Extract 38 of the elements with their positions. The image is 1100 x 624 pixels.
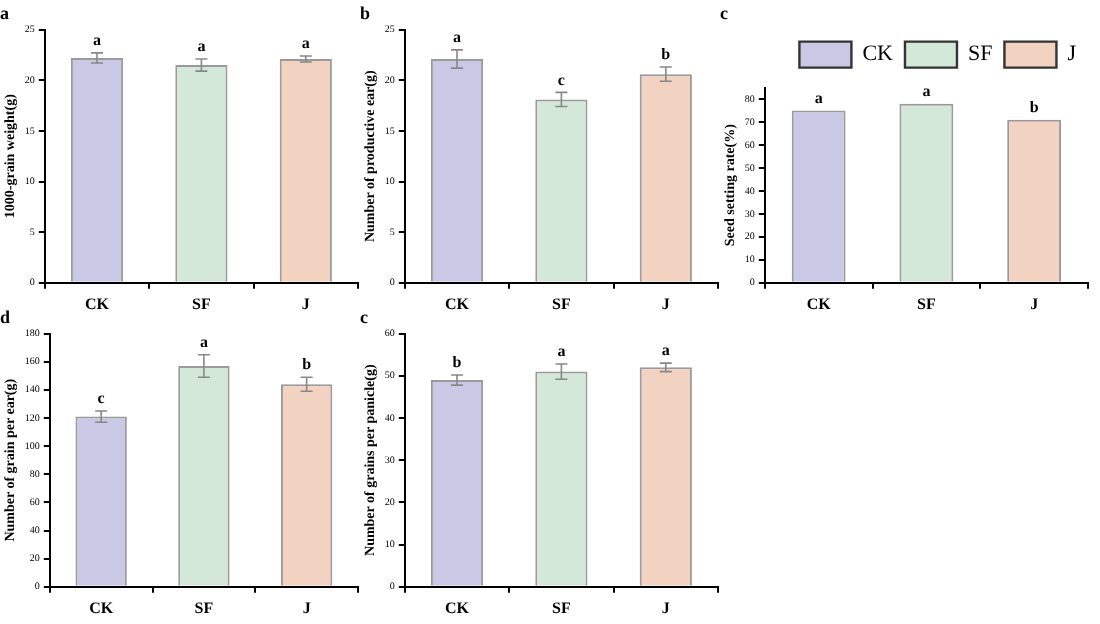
annotation: a: [93, 31, 101, 50]
annotation: b: [1029, 97, 1040, 116]
annotation: a: [197, 37, 206, 56]
annotation: c: [97, 389, 106, 408]
x-tick-label: SF: [552, 598, 571, 617]
x-tick-label: J: [661, 294, 670, 313]
chart-title: a: [0, 3, 10, 24]
legend-label: CK: [862, 42, 894, 67]
x-tick-label: SF: [194, 598, 214, 617]
annotation: b: [661, 45, 672, 64]
x-tick-label: J: [302, 598, 311, 617]
chart-title: b: [360, 3, 371, 24]
x-tick-label: SF: [552, 294, 571, 313]
annotation: c: [557, 70, 566, 89]
x-tick-label: CK: [85, 294, 111, 313]
x-tick-label: J: [1030, 294, 1039, 313]
legend-label: SF: [967, 42, 993, 67]
annotation: b: [452, 353, 463, 372]
chart-title: d: [0, 307, 11, 328]
annotation: a: [814, 88, 823, 107]
legend-label: J: [1067, 42, 1078, 67]
annotation: a: [301, 34, 310, 53]
annotation: a: [453, 27, 461, 46]
annotation: a: [922, 81, 931, 100]
chart-title: c: [360, 307, 368, 328]
x-tick-label: CK: [445, 294, 471, 313]
annotation: a: [661, 341, 670, 360]
x-tick-label: J: [661, 598, 670, 617]
chart-title: c: [720, 3, 728, 24]
x-tick-label: SF: [192, 294, 211, 313]
x-tick-label: CK: [445, 598, 471, 617]
x-tick-label: CK: [89, 598, 115, 617]
x-tick-label: CK: [806, 294, 833, 313]
annotation: a: [557, 342, 566, 361]
annotation: b: [302, 355, 313, 374]
x-tick-label: J: [301, 294, 310, 313]
x-tick-label: SF: [917, 294, 936, 313]
annotation: a: [199, 332, 208, 351]
